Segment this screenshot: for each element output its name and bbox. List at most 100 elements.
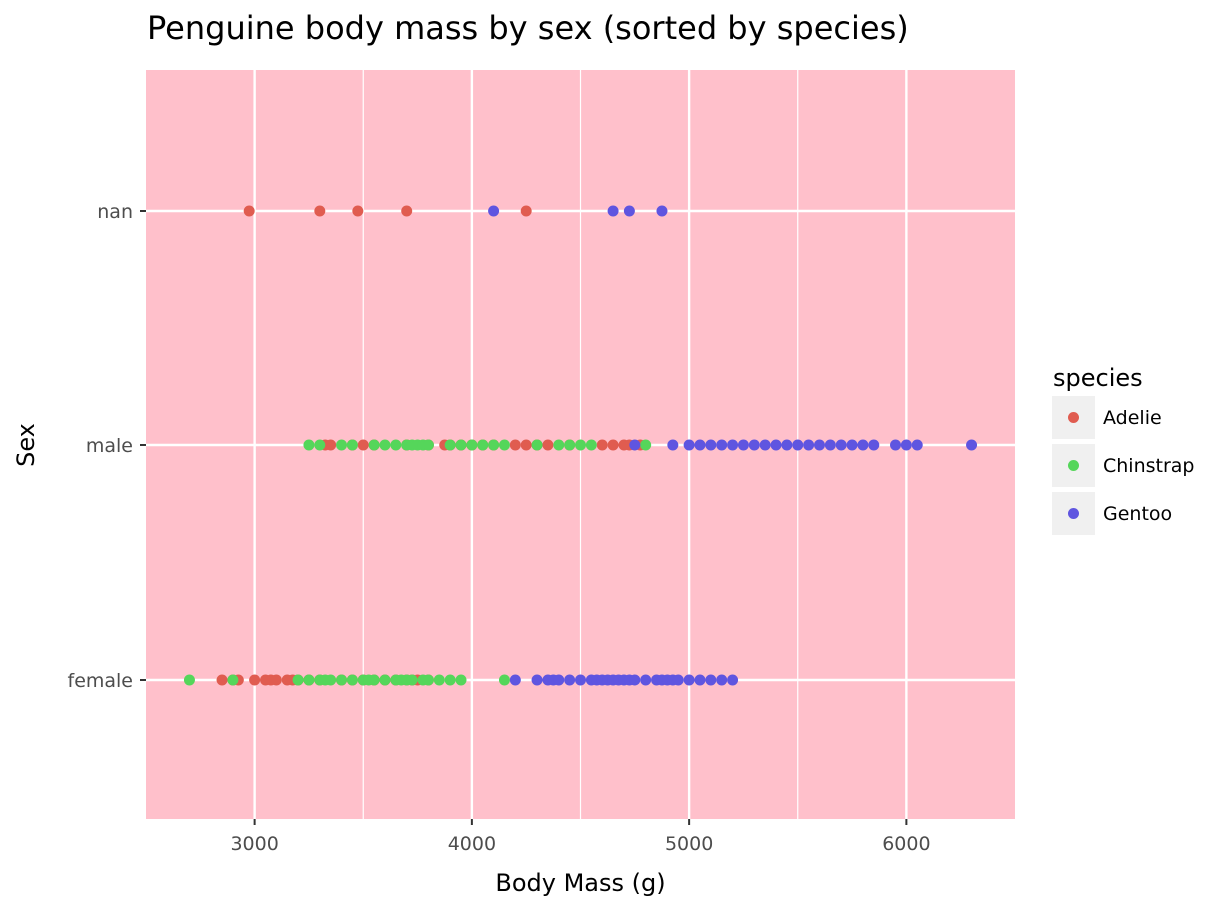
data-point-adelie (249, 674, 261, 686)
data-point-gentoo (629, 674, 641, 686)
data-point-chinstrap (336, 674, 348, 686)
data-point-gentoo (575, 674, 586, 686)
data-point-gentoo (803, 439, 815, 451)
data-point-chinstrap (444, 439, 456, 451)
data-point-gentoo (748, 439, 760, 451)
data-point-gentoo (488, 205, 500, 217)
chart-title: Penguine body mass by sex (sorted by spe… (147, 9, 909, 47)
data-point-gentoo (705, 439, 717, 451)
data-point-chinstrap (183, 674, 195, 686)
y-tick-label: nan (97, 201, 133, 223)
data-point-chinstrap (406, 674, 418, 686)
legend-item-gentoo: Gentoo (1052, 492, 1172, 535)
data-point-gentoo (835, 439, 847, 451)
data-point-adelie (270, 674, 282, 686)
data-point-gentoo (694, 439, 706, 451)
y-tick-label: male (86, 435, 133, 457)
data-point-chinstrap (227, 674, 239, 686)
data-point-adelie (357, 439, 369, 451)
data-point-chinstrap (368, 439, 380, 451)
data-point-chinstrap (488, 439, 500, 451)
x-axis-title: Body Mass (g) (495, 869, 665, 897)
data-point-gentoo (846, 439, 858, 451)
data-point-gentoo (683, 439, 695, 451)
legend-label: Gentoo (1103, 503, 1172, 525)
data-point-gentoo (656, 205, 668, 217)
data-point-chinstrap (303, 674, 315, 686)
data-point-gentoo (727, 674, 739, 686)
data-point-chinstrap (379, 439, 391, 451)
legend-key-point (1068, 412, 1079, 423)
data-point-chinstrap (466, 439, 478, 451)
legend-item-adelie: Adelie (1052, 396, 1162, 439)
data-point-gentoo (694, 674, 706, 686)
x-axis-ticks: 3000 4000 5000 6000 (230, 819, 931, 855)
data-point-gentoo (716, 439, 728, 451)
data-point-adelie (216, 674, 228, 686)
data-point-adelie (542, 439, 554, 451)
data-point-chinstrap (553, 439, 565, 451)
data-point-gentoo (629, 439, 641, 451)
data-point-chinstrap (325, 674, 337, 686)
data-point-gentoo (640, 674, 652, 686)
data-point-adelie (596, 439, 608, 451)
data-point-chinstrap (531, 439, 543, 451)
data-point-chinstrap (346, 674, 358, 686)
data-point-chinstrap (292, 674, 304, 686)
data-point-chinstrap (422, 674, 434, 686)
data-point-gentoo (683, 674, 695, 686)
data-point-gentoo (607, 205, 619, 217)
data-point-chinstrap (433, 674, 445, 686)
x-tick-label: 5000 (665, 833, 713, 855)
data-point-gentoo (890, 439, 902, 451)
data-point-gentoo (813, 439, 825, 451)
data-point-adelie (520, 439, 532, 451)
data-point-adelie (352, 205, 364, 217)
data-point-chinstrap (455, 439, 467, 451)
legend-label: Adelie (1103, 407, 1162, 429)
legend-item-chinstrap: Chinstrap (1052, 444, 1195, 487)
data-point-chinstrap (640, 439, 652, 451)
data-point-chinstrap (477, 439, 489, 451)
y-tick-label: female (68, 670, 134, 692)
data-point-chinstrap (368, 674, 380, 686)
legend: species Adelie Chinstrap Gentoo (1052, 364, 1195, 535)
data-point-gentoo (672, 674, 684, 686)
data-point-chinstrap (346, 439, 358, 451)
data-point-gentoo (792, 439, 804, 451)
data-point-chinstrap (422, 439, 434, 451)
data-point-gentoo (966, 439, 978, 451)
y-axis-title: Sex (12, 423, 40, 467)
legend-title: species (1053, 364, 1143, 392)
legend-key-point (1068, 508, 1079, 519)
data-point-gentoo (623, 205, 635, 217)
x-tick-label: 4000 (448, 833, 496, 855)
x-tick-label: 6000 (882, 833, 930, 855)
data-point-chinstrap (379, 674, 391, 686)
data-point-adelie (325, 439, 337, 451)
legend-key-point (1068, 460, 1079, 471)
data-point-adelie (401, 205, 413, 217)
data-point-gentoo (564, 674, 576, 686)
data-point-gentoo (900, 439, 912, 451)
data-point-gentoo (911, 439, 923, 451)
data-point-adelie (509, 439, 521, 451)
data-point-chinstrap (303, 439, 315, 451)
data-point-gentoo (727, 439, 739, 451)
data-point-gentoo (553, 674, 565, 686)
data-point-gentoo (531, 674, 543, 686)
data-point-adelie (314, 205, 326, 217)
legend-items: Adelie Chinstrap Gentoo (1052, 396, 1195, 535)
data-point-chinstrap (390, 439, 402, 451)
data-point-chinstrap (498, 674, 510, 686)
data-point-chinstrap (444, 674, 456, 686)
data-point-gentoo (737, 439, 749, 451)
data-point-adelie (607, 439, 619, 451)
data-point-chinstrap (498, 439, 510, 451)
data-points (183, 205, 978, 686)
legend-label: Chinstrap (1103, 455, 1195, 477)
data-point-chinstrap (575, 439, 586, 451)
data-point-chinstrap (564, 439, 576, 451)
data-point-chinstrap (314, 439, 326, 451)
data-point-gentoo (716, 674, 728, 686)
